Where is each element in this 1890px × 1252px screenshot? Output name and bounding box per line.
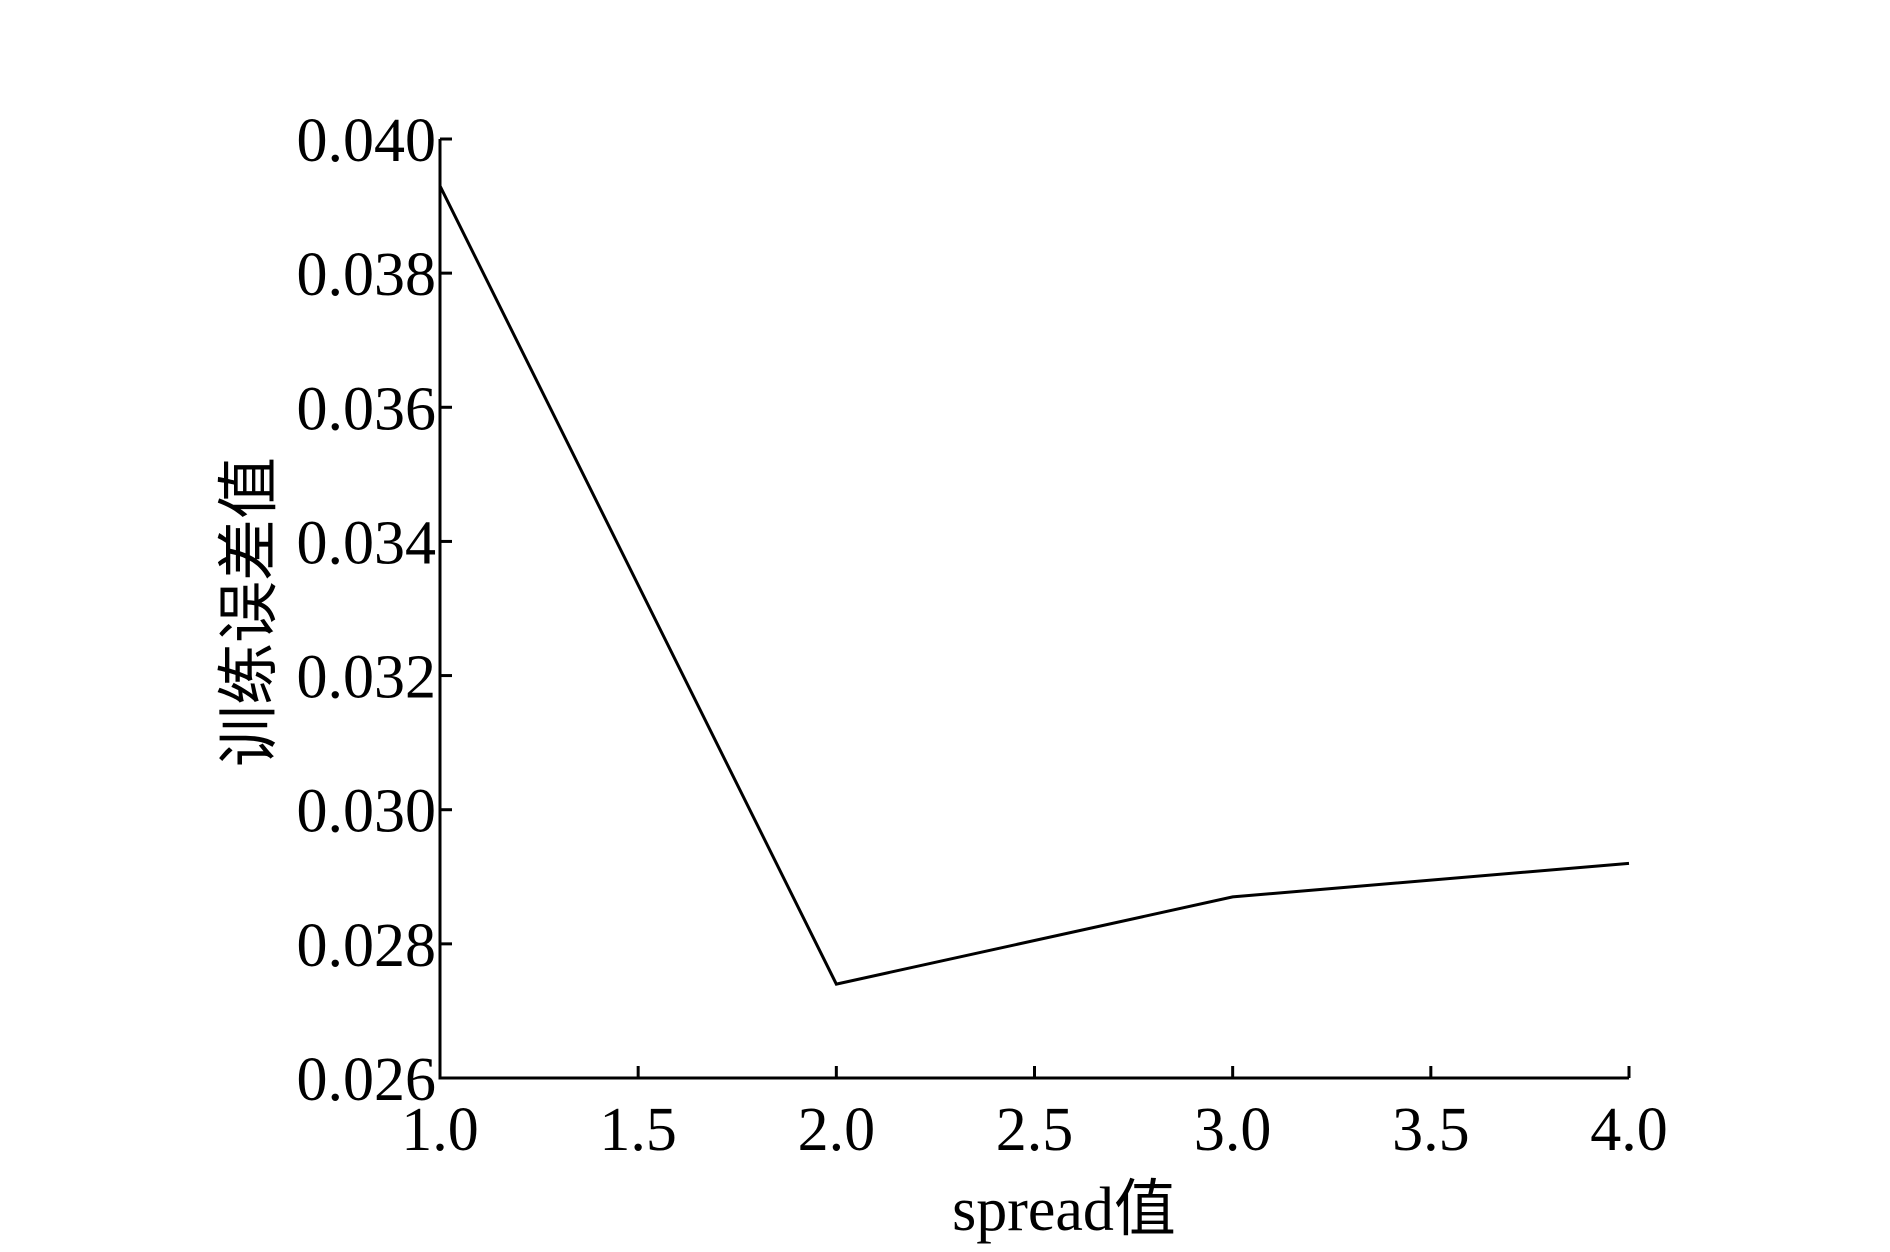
x-tick-label: 1.5: [599, 1096, 677, 1164]
y-tick-label: 0.036: [297, 375, 437, 443]
x-tick-label: 2.5: [996, 1096, 1074, 1164]
x-tick-label: 2.0: [798, 1096, 876, 1164]
x-tick-label: 3.0: [1194, 1096, 1272, 1164]
y-tick-label: 0.030: [297, 778, 437, 846]
y-tick-label: 0.038: [297, 241, 437, 309]
axes: [438, 139, 1629, 1080]
y-tick-label: 0.040: [297, 107, 437, 175]
y-tick-label: 0.028: [297, 912, 437, 980]
x-tick-label: 4.0: [1590, 1096, 1668, 1164]
x-tick-label: 3.5: [1392, 1096, 1470, 1164]
y-tick-label: 0.032: [297, 644, 437, 712]
y-tick-label: 0.026: [297, 1046, 437, 1114]
line: [438, 185, 1630, 986]
x-axis-label: spread值: [952, 1176, 1176, 1244]
y-axis-label: 训练误差值: [216, 457, 284, 767]
x-tick-label: 1.0: [401, 1096, 479, 1164]
y-tick-label: 0.034: [297, 509, 437, 577]
